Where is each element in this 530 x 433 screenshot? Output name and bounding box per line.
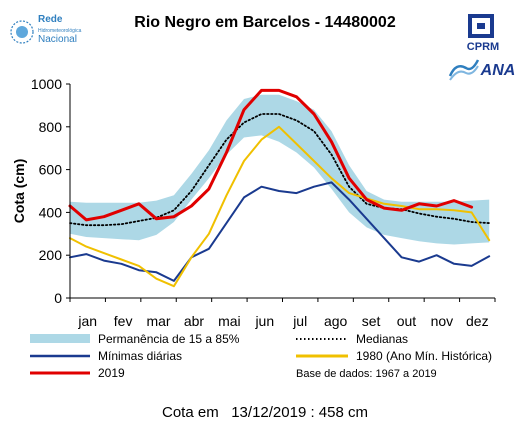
logo-rede-line-2: Hidrometeorológica [38,28,82,34]
footer-date: 13/12/2019 [231,404,307,421]
ana-logo: ANA [448,59,516,81]
x-tick-label: jan [77,313,97,329]
footer-value: : 458 cm [310,404,368,421]
cprm-logo: CPRM [467,14,499,53]
legend-label-band: Permanência de 15 a 85% [98,332,240,346]
footer-label: Cota em [162,404,219,421]
x-tick-label: jun [254,313,274,329]
y-tick-label: 0 [54,290,62,306]
logo-rede-line-1: Rede [38,14,63,25]
legend-label-2019: 2019 [98,366,125,380]
stage-chart: 0 200 400 600 800 1000 jan fev mar abr mai jun jul a… [11,76,496,380]
chart-title: Rio Negro em Barcelos - 14480002 [134,14,396,31]
x-tick-label: mar [146,313,170,329]
legend-label-minimas: Mínimas diárias [98,349,182,363]
y-ticks: 0 200 400 600 800 1000 [31,76,70,306]
x-tick-label: abr [184,313,205,329]
current-stage-readout: Cota em 13/12/2019 : 458 cm [0,404,530,421]
y-tick-label: 800 [39,119,63,135]
x-tick-label: ago [324,313,348,329]
x-tick-label: mai [218,313,241,329]
x-tick-label: jul [292,313,307,329]
logo-ana-text: ANA [480,62,516,79]
legend-label-1980: 1980 (Ano Mín. Histórica) [356,349,492,363]
x-tick-label: set [362,313,381,329]
x-tick-label: nov [431,313,454,329]
data-base-annotation: Base de dados: 1967 a 2019 [296,368,437,380]
logo-rede-line-3: Nacional [38,34,77,45]
x-ticks: jan fev mar abr mai jun jul ago set out nov dez [69,298,496,329]
y-tick-label: 400 [39,204,63,220]
series-line-1980-ano-m-n-hist-rica [69,125,491,288]
logo-cprm-text: CPRM [467,41,499,53]
x-tick-label: out [397,313,417,329]
series-line-medianas [69,113,491,227]
series-line-2019 [68,88,474,222]
y-axis-label: Cota (cm) [11,159,27,224]
y-tick-label: 200 [39,247,63,263]
x-tick-label: fev [114,313,133,329]
series-layer [68,88,491,288]
y-tick-label: 1000 [31,76,62,92]
y-tick-label: 600 [39,162,63,178]
rede-hidrometeorologica-logo: Rede Hidrometeorológica Nacional [10,14,82,45]
legend-swatch-band [30,334,90,343]
x-tick-label: dez [466,313,489,329]
legend: Permanência de 15 a 85% Medianas Mínimas… [30,332,492,380]
legend-label-medianas: Medianas [356,332,408,346]
series-line-m-nimas-di-rias [69,181,491,282]
